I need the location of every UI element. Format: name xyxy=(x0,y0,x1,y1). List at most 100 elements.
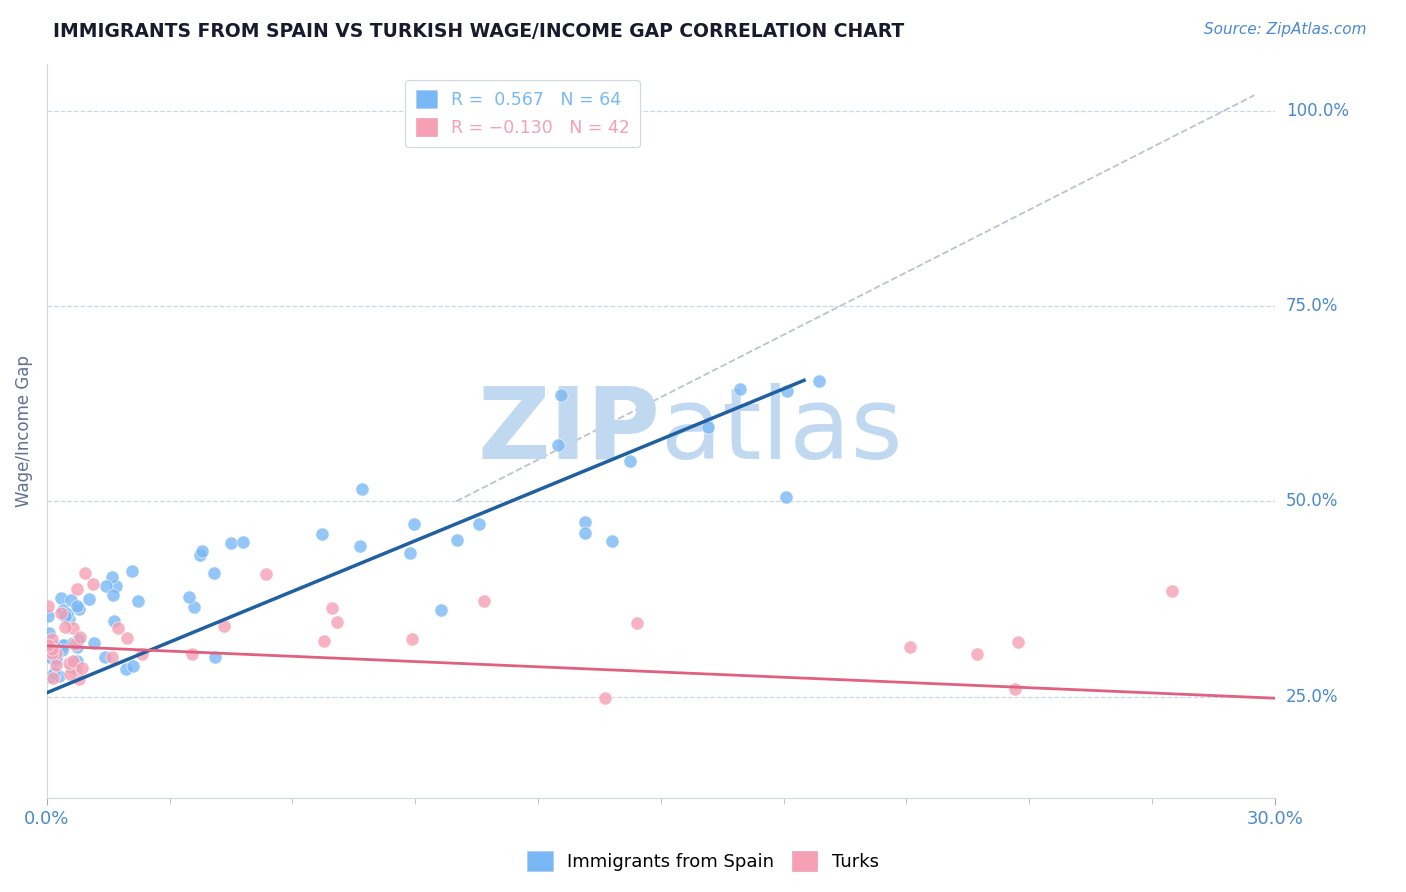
Point xyxy=(468,516,491,531)
Point xyxy=(52,603,75,617)
Point xyxy=(349,539,371,553)
Point xyxy=(350,482,373,496)
Text: atlas: atlas xyxy=(661,383,903,480)
Point xyxy=(42,671,65,685)
Text: 75.0%: 75.0% xyxy=(1286,297,1339,315)
Text: 50.0%: 50.0% xyxy=(1286,492,1339,510)
Point xyxy=(51,606,73,620)
Text: IMMIGRANTS FROM SPAIN VS TURKISH WAGE/INCOME GAP CORRELATION CHART: IMMIGRANTS FROM SPAIN VS TURKISH WAGE/IN… xyxy=(53,22,904,41)
Point xyxy=(550,387,572,401)
Point xyxy=(58,612,80,626)
Point xyxy=(67,602,90,616)
Point xyxy=(808,374,831,388)
Point xyxy=(595,690,617,705)
Point xyxy=(48,669,70,683)
Point xyxy=(177,591,200,605)
Point xyxy=(101,649,124,664)
Point xyxy=(183,600,205,615)
Point xyxy=(219,536,242,550)
Point xyxy=(127,594,149,608)
Point xyxy=(574,516,596,530)
Point xyxy=(697,419,720,434)
Point xyxy=(619,453,641,467)
Point xyxy=(312,634,335,648)
Point xyxy=(66,640,89,654)
Point xyxy=(966,647,988,661)
Point xyxy=(321,600,343,615)
Point xyxy=(53,638,76,652)
Point xyxy=(38,626,60,640)
Point xyxy=(82,577,104,591)
Point xyxy=(62,655,84,669)
Text: 25.0%: 25.0% xyxy=(1286,688,1339,706)
Point xyxy=(402,516,425,531)
Point xyxy=(180,647,202,661)
Point xyxy=(103,614,125,628)
Point xyxy=(1004,681,1026,696)
Point xyxy=(41,632,63,646)
Point xyxy=(1007,635,1029,649)
Point xyxy=(326,615,349,630)
Point xyxy=(41,641,63,656)
Point xyxy=(115,631,138,645)
Point xyxy=(202,566,225,581)
Point xyxy=(83,636,105,650)
Point xyxy=(66,582,89,596)
Point xyxy=(37,609,59,624)
Point xyxy=(38,669,60,683)
Point xyxy=(37,638,59,652)
Point xyxy=(59,666,82,681)
Point xyxy=(66,599,89,613)
Point xyxy=(775,490,797,504)
Point xyxy=(58,656,80,670)
Point xyxy=(311,527,333,541)
Point xyxy=(94,579,117,593)
Point xyxy=(122,658,145,673)
Point xyxy=(51,591,73,606)
Point xyxy=(232,535,254,549)
Point xyxy=(472,594,495,608)
Point xyxy=(52,639,75,653)
Point xyxy=(62,660,84,674)
Point xyxy=(94,650,117,665)
Point xyxy=(65,662,87,676)
Point xyxy=(131,647,153,661)
Point xyxy=(101,588,124,602)
Point xyxy=(568,830,591,845)
Y-axis label: Wage/Income Gap: Wage/Income Gap xyxy=(15,355,32,507)
Point xyxy=(191,543,214,558)
Point xyxy=(62,636,84,650)
Point xyxy=(399,546,422,560)
Point xyxy=(626,615,648,630)
Point xyxy=(44,639,66,653)
Point xyxy=(45,651,67,665)
Point xyxy=(776,384,799,399)
Point xyxy=(101,570,124,584)
Point xyxy=(69,630,91,644)
Point xyxy=(67,672,90,686)
Point xyxy=(45,647,67,661)
Point xyxy=(53,608,76,623)
Point xyxy=(212,619,235,633)
Point xyxy=(63,637,86,651)
Point xyxy=(55,607,77,622)
Point xyxy=(59,593,82,607)
Point xyxy=(42,666,65,681)
Point xyxy=(898,640,921,654)
Text: 100.0%: 100.0% xyxy=(1286,102,1348,120)
Legend: R =  0.567   N = 64, R = −0.130   N = 42: R = 0.567 N = 64, R = −0.130 N = 42 xyxy=(405,80,640,147)
Point xyxy=(115,662,138,676)
Point xyxy=(45,657,67,672)
Point xyxy=(70,661,93,675)
Point xyxy=(38,649,60,664)
Point xyxy=(77,592,100,607)
Point xyxy=(105,579,128,593)
Point xyxy=(107,621,129,635)
Point xyxy=(1161,584,1184,599)
Point xyxy=(188,548,211,562)
Point xyxy=(254,566,277,581)
Point xyxy=(600,533,623,548)
Point xyxy=(75,566,97,581)
Point xyxy=(401,632,423,647)
Point xyxy=(446,533,468,547)
